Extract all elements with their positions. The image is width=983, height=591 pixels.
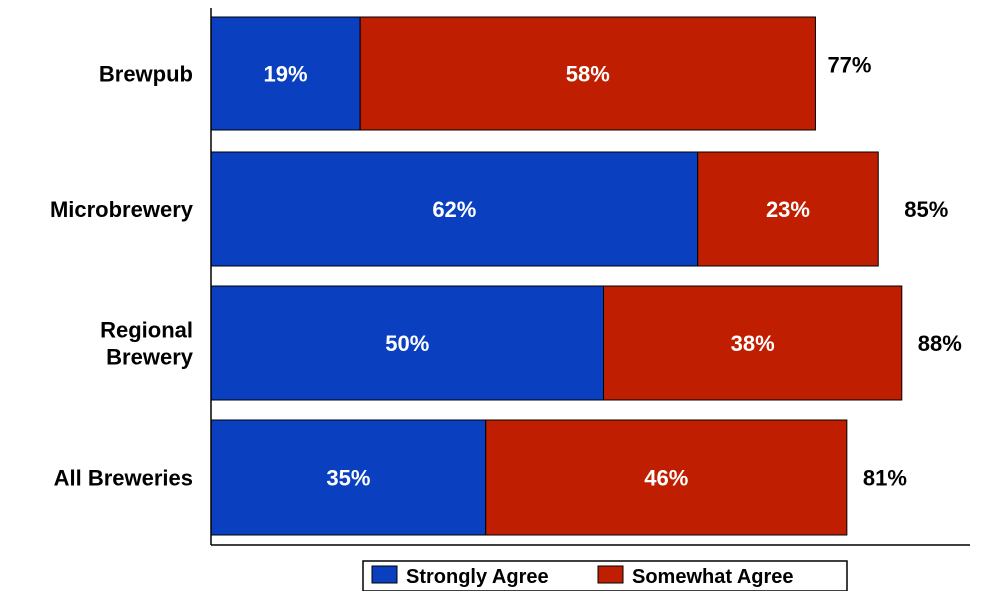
- data-label-strongly-agree-brewpub: 19%: [264, 62, 308, 87]
- bar-strongly-agree-brewpub: [210, 16, 361, 131]
- category-label-microbrewery: Microbrewery: [50, 197, 194, 222]
- legend-label-somewhat-agree: Somewhat Agree: [632, 566, 794, 588]
- category-label-brewpub: Brewpub: [99, 62, 193, 87]
- data-label-somewhat-agree-brewpub: 58%: [566, 62, 610, 87]
- bar-somewhat-agree-all-breweries: [485, 419, 848, 536]
- labels-group: 19% 58% 77% Brewpub 62% 23% 85% Microbrewery 50%…: [50, 53, 962, 491]
- total-label-brewpub: 77%: [827, 53, 871, 78]
- bar-strongly-agree-all-breweries: [210, 419, 487, 536]
- legend-label-strongly-agree: Strongly Agree: [406, 566, 549, 588]
- data-label-somewhat-agree-all-breweries: 46%: [644, 466, 688, 491]
- total-label-microbrewery: 85%: [904, 197, 948, 222]
- data-label-somewhat-agree-microbrewery: 23%: [766, 197, 810, 222]
- category-label-regional-brewery: Regional Brewery: [100, 318, 194, 370]
- legend-swatch-strongly-agree: [371, 565, 398, 584]
- bar-strongly-agree-microbrewery: [210, 151, 699, 267]
- data-label-somewhat-agree-regional-brewery: 38%: [731, 331, 775, 356]
- category-label-all-breweries: All Breweries: [54, 466, 193, 491]
- legend-swatch-somewhat-agree: [597, 565, 624, 584]
- bar-somewhat-agree-brewpub: [359, 16, 816, 131]
- bar-somewhat-agree-microbrewery: [697, 151, 879, 267]
- axes-group: [210, 8, 970, 546]
- data-label-strongly-agree-microbrewery: 62%: [432, 197, 476, 222]
- bars-group: [210, 16, 903, 536]
- legend: Strongly Agree Somewhat Agree: [362, 560, 848, 591]
- bar-strongly-agree-regional-brewery: [210, 285, 604, 401]
- total-label-all-breweries: 81%: [863, 466, 907, 491]
- data-label-strongly-agree-all-breweries: 35%: [326, 466, 370, 491]
- bar-somewhat-agree-regional-brewery: [603, 285, 903, 401]
- total-label-regional-brewery: 88%: [918, 331, 962, 356]
- data-label-strongly-agree-regional-brewery: 50%: [385, 331, 429, 356]
